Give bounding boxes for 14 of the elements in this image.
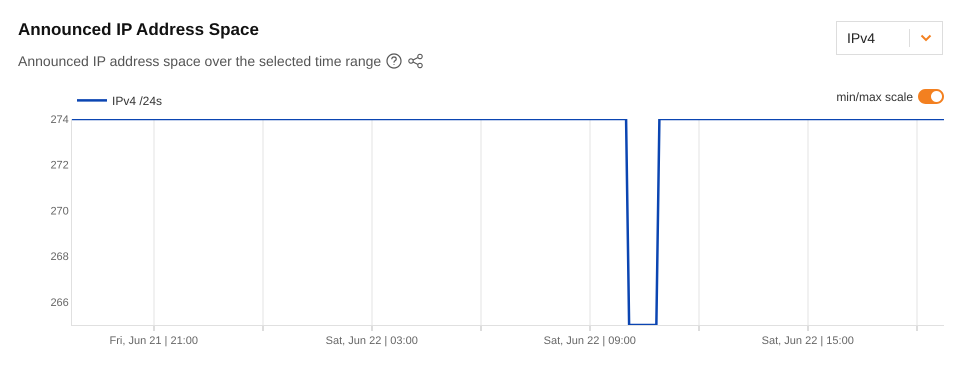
chart-title: Announced IP Address Space <box>18 20 259 40</box>
x-tick-label: Sat, Jun 22 | 09:00 <box>544 335 636 348</box>
y-tick-label: 272 <box>50 160 69 172</box>
x-tick-label: Sat, Jun 22 | 15:00 <box>762 335 854 348</box>
chart-subtitle: Announced IP address space over the selected time range <box>18 53 382 69</box>
legend-label: IPv4 /24s <box>112 94 162 108</box>
y-tick-label: 268 <box>50 251 69 264</box>
y-tick-label: 270 <box>50 205 69 218</box>
text: min/max scale <box>836 90 913 104</box>
text: IPv4 <box>847 30 876 46</box>
x-tick-label: Fri, Jun 21 | 21:00 <box>110 335 198 348</box>
y-tick-label: 266 <box>50 296 69 309</box>
x-tick-label: Sat, Jun 22 | 03:00 <box>326 335 418 348</box>
y-tick-label: 274 <box>50 114 69 126</box>
